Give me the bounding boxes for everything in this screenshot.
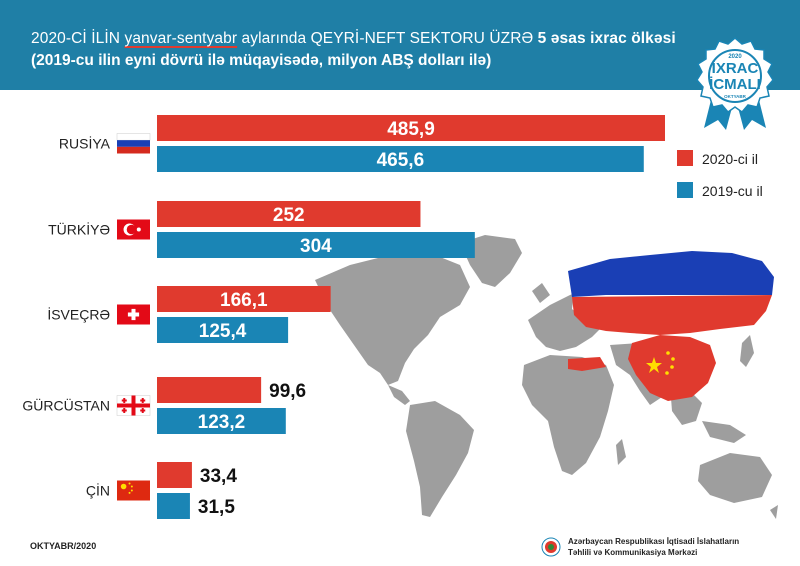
title-banner: 2020-Cİ İLİN yanvar-sentyabr aylarında Q…: [0, 0, 800, 90]
badge-month: OKTYABR: [724, 94, 747, 99]
badge-line1: İXRAC: [712, 60, 759, 77]
bar-2020-ci-il-gurcustan: [157, 377, 262, 403]
world-map-icon: [315, 235, 778, 519]
category-isvecre: İSVEÇRƏ: [47, 304, 150, 325]
category-gurcustan: GÜRCÜSTAN: [22, 395, 151, 416]
category-label: İSVEÇRƏ: [47, 306, 110, 323]
category-rusiya: RUSİYA: [59, 133, 151, 154]
bar-2019-cu-il-isvecre: [157, 317, 289, 343]
org-line1: Azərbaycan Respublikası İqtisadi İslahat…: [568, 537, 740, 546]
legend: 2020-ci il 2019-cu il: [677, 150, 763, 199]
badge-year: 2020: [728, 54, 742, 60]
bar-2020-ci-il-cin: [157, 462, 192, 488]
org-line2: Təhlili və Kommunikasiya Mərkəzi: [568, 548, 698, 557]
category-turkiye: TÜRKİYƏ: [48, 219, 150, 240]
legend-swatch-2019-cu-il: [677, 182, 693, 198]
bar-2019-cu-il-gurcustan: [157, 408, 286, 434]
category-label: GÜRCÜSTAN: [22, 397, 110, 414]
data-label: 99,6: [269, 381, 306, 402]
bar-2019-cu-il-rusiya: [157, 146, 644, 172]
data-label: 465,6: [377, 150, 425, 171]
ixrac-icmali-badge-icon: 2020 İXRAC İCMALI OKTYABR: [696, 37, 774, 130]
badge-line2: İCMALI: [709, 76, 761, 93]
legend-label: 2019-cu il: [702, 183, 763, 199]
bar-2020-ci-il-rusiya: [157, 115, 665, 141]
bar-2020-ci-il-isvecre: [157, 286, 331, 312]
chart-title: 2020-Cİ İLİN yanvar-sentyabr aylarında Q…: [31, 30, 676, 48]
legend-label: 2020-ci il: [702, 151, 758, 167]
category-cin: ÇİN: [86, 480, 150, 501]
data-label: 33,4: [200, 466, 237, 487]
bar-group: 485,9 465,6 252 304 166,1 125,4 99,6 123,2 33,4 3…: [157, 115, 665, 519]
bar-2020-ci-il-turkiye: [157, 201, 421, 227]
category-rows: RUSİYA TÜRKİYƏ İSVEÇRƏ GÜRCÜSTAN ÇİN: [22, 133, 151, 501]
footer-organization: Azərbaycan Respublikası İqtisadi İslahat…: [568, 536, 739, 558]
data-label: 252: [273, 205, 305, 226]
data-label: 123,2: [198, 412, 246, 433]
flag-georgia-icon: [116, 395, 151, 416]
bar-2019-cu-il-turkiye: [157, 232, 475, 258]
category-label: RUSİYA: [59, 135, 111, 152]
data-label: 485,9: [387, 119, 435, 140]
category-label: TÜRKİYƏ: [48, 221, 110, 238]
title-text-2: aylarında QEYRİ-NEFT SEKTORU ÜZRƏ: [237, 30, 538, 47]
category-label: ÇİN: [86, 482, 110, 499]
title-text-3: 5 əsas ixrac ölkəsi: [537, 30, 676, 47]
bar-2019-cu-il-cin: [157, 493, 190, 519]
state-emblem-icon: [541, 537, 561, 557]
flag-switzerland-icon: [117, 304, 150, 325]
chart-subtitle: (2019-cu ilin eyni dövrü ilə müqayisədə,…: [31, 52, 492, 69]
legend-swatch-2020-ci-il: [677, 150, 693, 166]
title-text-1: 2020-Cİ İLİN: [31, 30, 125, 47]
flag-turkey-icon: [117, 219, 150, 240]
data-label: 166,1: [220, 290, 268, 311]
data-label: 304: [300, 236, 332, 257]
data-label: 125,4: [199, 321, 247, 342]
flag-china-icon: [117, 480, 150, 501]
title-highlight: yanvar-sentyabr: [124, 30, 238, 47]
footer-date: OKTYABR/2020: [30, 541, 97, 551]
data-label: 31,5: [198, 497, 235, 518]
flag-russia-icon: [116, 133, 151, 154]
